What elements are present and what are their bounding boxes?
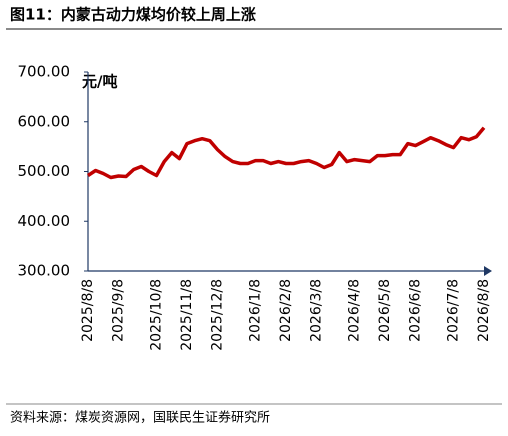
x-tick-label: 2026/7/8: [446, 279, 462, 342]
x-tick-label: 2026/5/8: [377, 279, 393, 342]
x-tick-label: 2026/6/8: [407, 279, 423, 342]
y-tick-label: 300.00: [18, 262, 71, 280]
x-tick-label: 2026/3/8: [308, 279, 324, 342]
x-tick-label: 2026/4/8: [347, 279, 363, 342]
x-tick-label: 2025/12/8: [209, 279, 225, 351]
x-tick-label: 2026/1/8: [248, 279, 264, 342]
x-tick-label: 2025/8/8: [80, 279, 96, 342]
x-tick-label: 2025/10/8: [149, 279, 165, 351]
x-axis-arrow: [484, 266, 492, 276]
y-tick-label: 400.00: [18, 212, 71, 230]
y-tick-label: 700.00: [18, 63, 71, 81]
x-tick-label: 2025/11/8: [179, 279, 195, 351]
chart-title: 图11：内蒙古动力煤均价较上周上涨: [10, 6, 256, 24]
x-tick-label: 2026/8/8: [476, 279, 492, 342]
x-tick-label: 2025/9/8: [110, 279, 126, 342]
x-tick-label: 2026/2/8: [278, 279, 294, 342]
y-tick-label: 500.00: [18, 162, 71, 180]
line: [87, 126, 486, 180]
y-tick-label: 600.00: [18, 112, 71, 130]
y-axis-label: 元/吨: [82, 73, 117, 91]
source: 资料来源：煤炭资源网，国联民生证券研究所: [10, 410, 270, 426]
